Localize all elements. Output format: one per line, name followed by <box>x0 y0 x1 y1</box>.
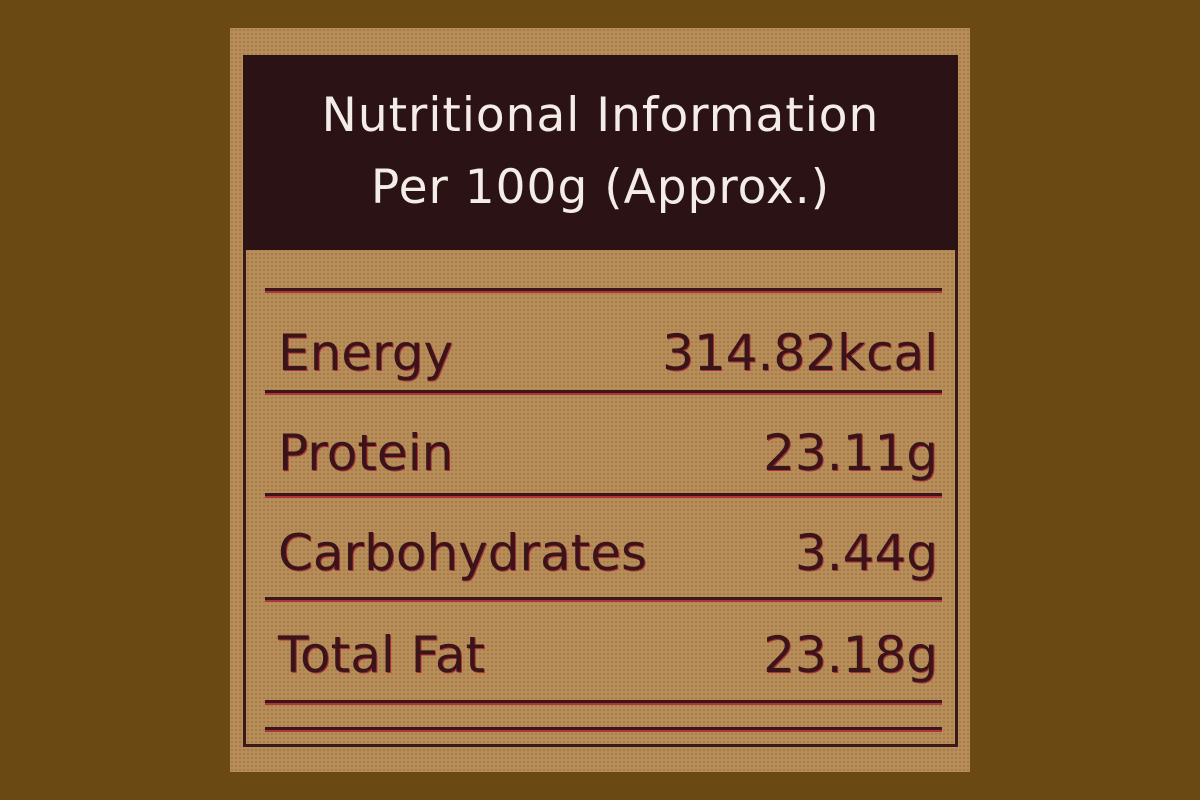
nutrient-value: 23.18g <box>763 626 938 684</box>
table-row: Carbohydrates 3.44g <box>278 503 938 603</box>
divider <box>265 597 942 600</box>
divider <box>265 700 942 703</box>
divider <box>265 493 942 496</box>
nutrient-label: Energy <box>278 324 454 382</box>
nutrient-label: Total Fat <box>278 626 486 684</box>
divider <box>265 390 942 393</box>
divider <box>265 727 942 730</box>
nutrient-value: 23.11g <box>763 424 938 482</box>
label-subtitle: Per 100g (Approx.) <box>370 160 831 215</box>
table-frame <box>243 55 958 747</box>
nutrient-label: Carbohydrates <box>278 524 648 582</box>
nutrient-value: 314.82kcal <box>662 324 938 382</box>
nutrient-label: Protein <box>278 424 454 482</box>
label-header: Nutritional Information Per 100g (Approx… <box>243 55 958 250</box>
table-row: Energy 314.82kcal <box>278 303 938 403</box>
table-row: Total Fat 23.18g <box>278 605 938 705</box>
nutrient-value: 3.44g <box>794 524 938 582</box>
label-title: Nutritional Information <box>321 88 880 143</box>
table-row: Protein 23.11g <box>278 403 938 503</box>
divider <box>265 288 942 291</box>
